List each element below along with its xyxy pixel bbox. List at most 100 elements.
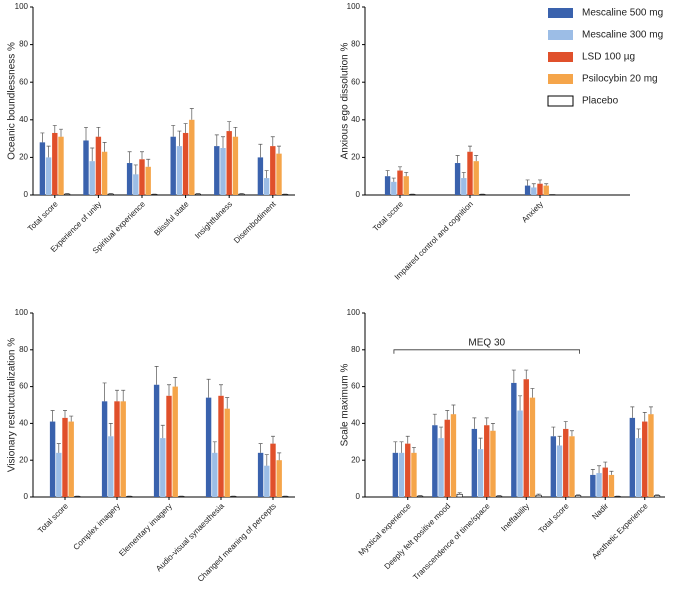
error-bar: [570, 431, 574, 437]
annotation-bracket: [394, 350, 580, 354]
error-bar: [57, 444, 61, 453]
error-bar: [491, 423, 495, 430]
bar: [152, 194, 157, 195]
error-bar: [177, 131, 181, 146]
bar: [391, 182, 396, 195]
bar: [154, 385, 159, 497]
error-bar: [173, 377, 177, 386]
bar: [472, 429, 477, 497]
error-bar: [564, 422, 568, 429]
error-bar: [271, 137, 275, 146]
error-bar: [530, 388, 534, 397]
bar: [642, 422, 647, 497]
bar: [225, 409, 230, 497]
bar: [264, 178, 269, 195]
error-bar: [386, 171, 390, 177]
y-tick-label: 60: [19, 382, 28, 391]
y-tick-label: 0: [356, 492, 361, 501]
bar: [636, 438, 641, 497]
x-tick-label: Complex imagery: [72, 502, 122, 552]
legend-label: Mescaline 500 mg: [582, 8, 663, 19]
error-bar: [603, 462, 607, 468]
bar: [563, 429, 568, 497]
error-bar: [225, 398, 229, 409]
bar: [90, 161, 95, 195]
y-tick-label: 20: [351, 153, 360, 162]
x-tick-label: Deeply felt positive mood: [383, 502, 453, 572]
y-tick-label: 80: [19, 40, 28, 49]
y-tick-label: 20: [351, 455, 360, 464]
bar: [536, 495, 541, 497]
bar: [46, 157, 51, 195]
error-bar: [140, 152, 144, 160]
error-bar: [221, 137, 225, 148]
bar: [484, 425, 489, 497]
bar: [65, 194, 70, 195]
error-bar: [277, 146, 281, 154]
bar: [218, 396, 223, 497]
x-tick-label: Total score: [36, 501, 70, 535]
error-bar: [90, 148, 94, 161]
bar: [166, 396, 171, 497]
bar: [102, 152, 107, 195]
x-tick-label: Insightfulness: [193, 200, 234, 241]
bar: [40, 142, 45, 195]
y-tick-label: 100: [15, 2, 29, 11]
bar: [551, 436, 556, 497]
bar: [212, 453, 217, 497]
y-tick-label: 0: [356, 190, 361, 199]
error-bar: [474, 156, 478, 162]
error-bar: [271, 436, 275, 443]
bar: [432, 425, 437, 497]
y-tick-label: 80: [351, 345, 360, 354]
bar: [457, 494, 462, 497]
error-bar: [265, 455, 269, 466]
bar: [227, 131, 232, 195]
bar: [270, 146, 275, 195]
error-bar: [171, 125, 175, 136]
bar: [58, 137, 63, 195]
y-tick-label: 100: [347, 308, 361, 317]
error-bar: [53, 125, 57, 133]
bar: [531, 187, 536, 195]
bar: [133, 174, 138, 195]
error-bar: [84, 127, 88, 140]
y-tick-label: 40: [19, 115, 28, 124]
bar: [220, 148, 225, 195]
bar: [171, 137, 176, 195]
error-bar: [518, 396, 522, 411]
legend-swatch: [548, 74, 573, 84]
bar: [96, 137, 101, 195]
error-bar: [121, 390, 125, 401]
bar: [108, 194, 113, 195]
bar: [127, 496, 132, 497]
bar: [474, 161, 479, 195]
bar: [490, 431, 495, 497]
x-tick-label: Ineffability: [499, 502, 531, 534]
bar: [654, 496, 659, 497]
x-tick-label: Impaired control and cognition: [393, 200, 475, 282]
error-bar: [103, 142, 107, 151]
y-tick-label: 20: [19, 455, 28, 464]
x-tick-label: Anxiety: [520, 200, 545, 225]
error-bar: [167, 385, 171, 396]
bar: [173, 387, 178, 497]
error-bar: [259, 444, 263, 453]
bar: [410, 194, 415, 195]
bar: [69, 422, 74, 497]
bar: [399, 453, 404, 497]
bar: [258, 157, 263, 195]
error-bar: [468, 146, 472, 152]
error-bar: [512, 370, 516, 383]
y-tick-label: 40: [19, 419, 28, 428]
bar: [183, 133, 188, 195]
error-bar: [558, 436, 562, 445]
bar: [648, 414, 653, 497]
bar: [258, 453, 263, 497]
bar: [569, 436, 574, 497]
bar: [179, 496, 184, 497]
x-tick-label: Total score: [26, 199, 60, 233]
bar: [139, 159, 144, 195]
bar: [417, 496, 422, 497]
y-tick-label: 80: [19, 345, 28, 354]
